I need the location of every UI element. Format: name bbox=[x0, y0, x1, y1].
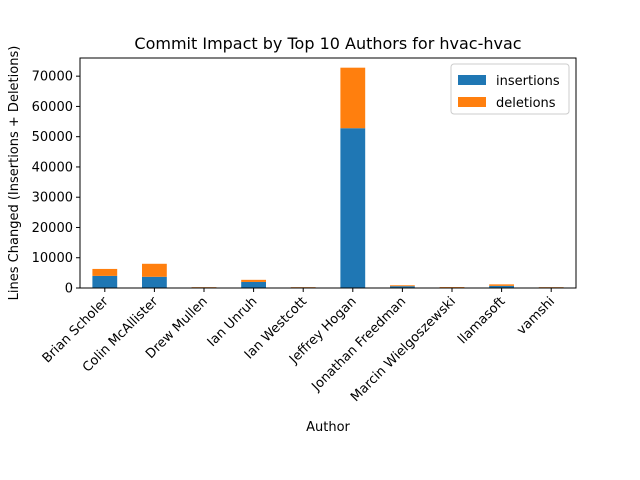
bar-insertions-1 bbox=[142, 276, 167, 288]
y-tick-label-1: 10000 bbox=[32, 251, 73, 266]
y-tick-label-7: 70000 bbox=[32, 70, 73, 85]
bar-insertions-8 bbox=[489, 285, 514, 288]
x-axis-label: Author bbox=[306, 420, 350, 435]
bar-deletions-7 bbox=[439, 287, 465, 288]
y-tick-label-0: 0 bbox=[65, 282, 73, 297]
y-tick-label-4: 40000 bbox=[32, 160, 73, 175]
bar-insertions-5 bbox=[340, 128, 366, 288]
bar-deletions-6 bbox=[390, 285, 415, 287]
bar-insertions-6 bbox=[390, 286, 415, 288]
legend-swatch-insertions bbox=[458, 75, 486, 85]
bar-deletions-8 bbox=[489, 284, 514, 286]
legend-label-deletions: deletions bbox=[496, 96, 556, 111]
bars-layer bbox=[92, 67, 564, 288]
bar-deletions-1 bbox=[142, 263, 167, 277]
bar-deletions-3 bbox=[241, 279, 266, 282]
y-axis: 0 10000 20000 30000 40000 50000 60000 70000 bbox=[32, 70, 80, 297]
y-tick-label-3: 30000 bbox=[32, 191, 73, 206]
legend-swatch-deletions bbox=[458, 97, 486, 107]
plot-frame bbox=[79, 57, 577, 289]
bar-deletions-5 bbox=[340, 67, 366, 129]
y-tick-label-6: 60000 bbox=[32, 100, 73, 115]
bar-insertions-0 bbox=[92, 275, 118, 288]
legend: insertions deletions bbox=[450, 63, 570, 115]
y-tick-label-2: 20000 bbox=[32, 221, 73, 236]
y-axis-label: Lines Changed (Insertions + Deletions) bbox=[7, 46, 22, 301]
bar-deletions-0 bbox=[92, 268, 118, 276]
legend-label-insertions: insertions bbox=[496, 74, 560, 89]
y-tick-label-5: 50000 bbox=[32, 130, 73, 145]
bar-insertions-3 bbox=[241, 281, 266, 288]
chart-title: Commit Impact by Top 10 Authors for hvac… bbox=[134, 34, 521, 53]
